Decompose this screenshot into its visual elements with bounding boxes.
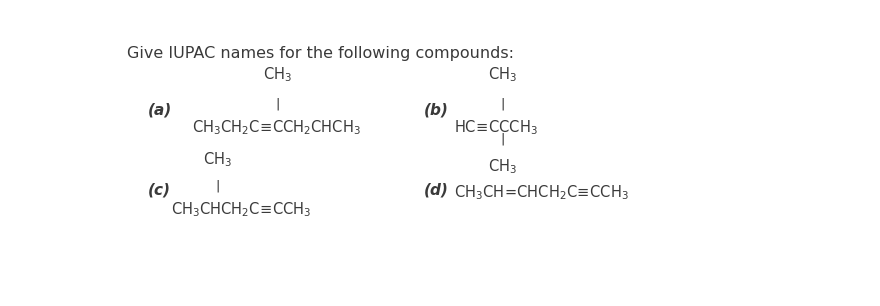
- Text: Give IUPAC names for the following compounds:: Give IUPAC names for the following compo…: [127, 46, 514, 61]
- Text: CH$_3$CH$\!=\!$CHCH$_2$C$\!\equiv\!$CCH$_3$: CH$_3$CH$\!=\!$CHCH$_2$C$\!\equiv\!$CCH$…: [454, 183, 629, 202]
- Text: |: |: [500, 133, 504, 146]
- Text: |: |: [216, 180, 220, 193]
- Text: |: |: [500, 97, 504, 110]
- Text: CH$_3$: CH$_3$: [203, 150, 232, 169]
- Text: (b): (b): [424, 103, 449, 118]
- Text: CH$_3$: CH$_3$: [488, 157, 517, 176]
- Text: (d): (d): [424, 183, 449, 198]
- Text: CH$_3$: CH$_3$: [262, 65, 291, 84]
- Text: (c): (c): [148, 183, 171, 198]
- Text: HC$\!\equiv\!$CCCH$_3$: HC$\!\equiv\!$CCCH$_3$: [454, 118, 539, 137]
- Text: |: |: [275, 97, 279, 110]
- Text: CH$_3$CHCH$_2$C$\!\equiv\!$CCH$_3$: CH$_3$CHCH$_2$C$\!\equiv\!$CCH$_3$: [172, 200, 312, 219]
- Text: CH$_3$: CH$_3$: [488, 65, 517, 84]
- Text: CH$_3$CH$_2$C$\!\equiv\!$CCH$_2$CHCH$_3$: CH$_3$CH$_2$C$\!\equiv\!$CCH$_2$CHCH$_3$: [192, 118, 361, 137]
- Text: (a): (a): [148, 103, 172, 118]
